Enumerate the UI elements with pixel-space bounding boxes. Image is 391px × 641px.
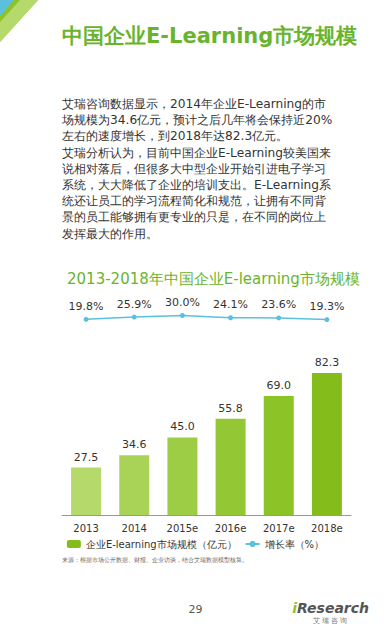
html-text:艾瑞咨询: 艾瑞咨询 — [312, 617, 349, 625]
svg-text:30.0%: 30.0% — [165, 296, 200, 309]
html-text:说相对落后，但很多大中型企业开始引进电子学习: 说相对落后，但很多大中型企业开始引进电子学习 — [62, 161, 326, 176]
svg-text:45.0: 45.0 — [170, 420, 195, 433]
svg-text:19.3%: 19.3% — [309, 300, 344, 313]
html-text:i Research: i Research — [292, 600, 369, 616]
svg-text:2013-2018年中国企业E-learning市场规模: 2013-2018年中国企业E-learning市场规模 — [67, 270, 360, 288]
html-text:统还让员工的学习流程简化和规范，让拥有不同背: 统还让员工的学习流程简化和规范，让拥有不同背 — [62, 194, 326, 209]
svg-text:2015e: 2015e — [167, 523, 199, 534]
svg-text:2013: 2013 — [73, 523, 98, 534]
svg-text:2016e: 2016e — [215, 523, 247, 534]
svg-text:25.9%: 25.9% — [117, 298, 152, 311]
html-text:发挥最大的作用。: 发挥最大的作用。 — [62, 226, 158, 241]
html-text:29: 29 — [188, 603, 203, 616]
svg-text:23.6%: 23.6% — [261, 298, 296, 311]
html-text:中国企业E-Learning市场规模: 中国企业E-Learning市场规模 — [62, 24, 358, 48]
html-text:场规模为34.6亿元，预计之后几年将会保持近20%: 场规模为34.6亿元，预计之后几年将会保持近20% — [62, 113, 333, 128]
svg-text:2018e: 2018e — [311, 523, 343, 534]
html-text:景的员工能够拥有更专业的只是，在不同的岗位上: 景的员工能够拥有更专业的只是，在不同的岗位上 — [62, 210, 326, 225]
svg-text:2014: 2014 — [122, 523, 147, 534]
svg-text:19.8%: 19.8% — [69, 300, 104, 313]
html-text:来源：根据市场公开数据、财报、企业访谈，结合艾瑞数据模型核算: 来源：根据市场公开数据、财报、企业访谈，结合艾瑞数据模型核算。 — [62, 556, 248, 563]
svg-text:24.1%: 24.1% — [213, 298, 248, 311]
svg-text:69.0: 69.0 — [267, 379, 292, 392]
html-text:系统，大大降低了企业的培训支出。E-Learning系: 系统，大大降低了企业的培训支出。E-Learning系 — [62, 178, 331, 192]
svg-text:55.8: 55.8 — [218, 402, 243, 415]
svg-text:企业E-learning市场规模（亿元）: 企业E-learning市场规模（亿元） — [86, 539, 237, 550]
html-text:艾瑞咨询数据显示，2014年企业E-Learning的市: 艾瑞咨询数据显示，2014年企业E-Learning的市 — [62, 97, 326, 111]
svg-text:2017e: 2017e — [263, 523, 295, 534]
svg-text:27.5: 27.5 — [74, 451, 99, 464]
html-text:艾瑞分析认为，目前中国企业E-Learning较美国来: 艾瑞分析认为，目前中国企业E-Learning较美国来 — [62, 145, 331, 160]
html-text:左右的速度增长，到2018年达82.3亿元。: 左右的速度增长，到2018年达82.3亿元。 — [62, 129, 289, 144]
svg-text:82.3: 82.3 — [315, 356, 340, 369]
svg-text:增长率（%）: 增长率（%） — [264, 539, 325, 550]
svg-text:34.6: 34.6 — [122, 438, 147, 451]
